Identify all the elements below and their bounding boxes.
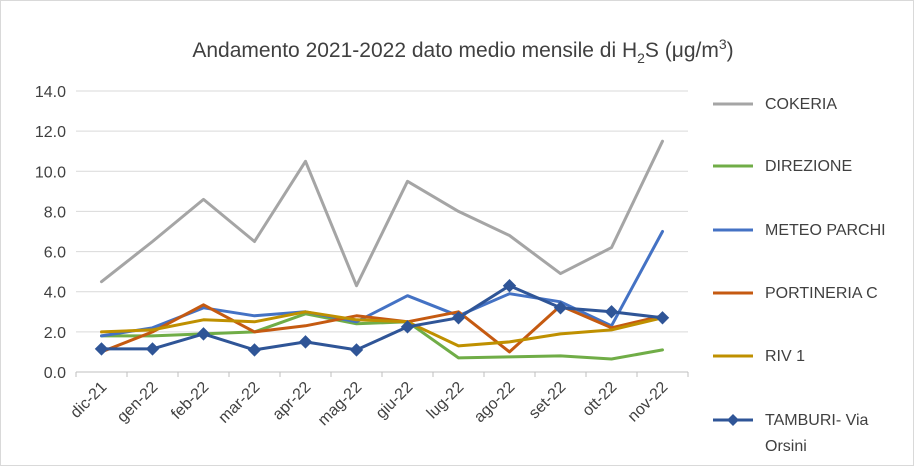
y-tick-label: 12.0	[35, 124, 66, 141]
series-lines	[94, 139, 670, 361]
legend-label: Orsini	[765, 438, 807, 455]
x-tick-label: feb-22	[168, 379, 212, 423]
x-tick-label: mar-22	[215, 379, 263, 427]
x-tick-label: ago-22	[471, 379, 518, 426]
x-tick-label: dic-21	[67, 379, 110, 422]
chart-title-prefix: Andamento 2021-2022 dato medio mensile d…	[192, 39, 637, 62]
x-tick-label: giu-22	[373, 379, 417, 423]
series-5	[94, 278, 670, 357]
data-point-marker	[247, 343, 262, 357]
data-point-marker	[145, 342, 160, 356]
x-tick-label: lug-22	[424, 379, 468, 423]
legend: COKERIA DIREZIONE METEO PARCHI PORTINERIA C…	[713, 96, 886, 455]
data-point-marker	[349, 343, 364, 357]
legend-entry: COKERIA	[713, 96, 837, 113]
data-point-marker	[196, 327, 211, 341]
data-point-marker	[655, 311, 670, 325]
series-0	[100, 139, 664, 288]
data-point-marker	[553, 301, 568, 315]
series-2	[100, 230, 664, 338]
chart-title-subscript: 2	[637, 50, 645, 66]
y-tick-label: 0.0	[44, 365, 66, 382]
data-point-marker	[451, 311, 466, 325]
y-tick-label: 4.0	[44, 285, 66, 302]
data-point-marker	[94, 342, 109, 356]
legend-entry: DIREZIONE	[713, 158, 852, 175]
x-tick-label: apr-22	[270, 379, 315, 424]
legend-entry: METEO PARCHI	[713, 222, 886, 239]
legend-label: COKERIA	[765, 96, 837, 113]
y-tick-label: 2.0	[44, 325, 66, 342]
x-tick-label: nov-22	[625, 379, 672, 426]
data-point-marker	[400, 320, 415, 334]
legend-label: RIV 1	[765, 348, 805, 365]
series-line	[100, 312, 664, 361]
gridlines	[76, 90, 688, 373]
series-4	[100, 310, 664, 348]
series-line	[100, 303, 664, 354]
legend-label: PORTINERIA C	[765, 285, 878, 302]
chart-title: Andamento 2021-2022 dato medio mensile d…	[192, 36, 733, 66]
y-tick-label: 8.0	[44, 204, 66, 221]
x-tick-label: mag-22	[315, 379, 365, 429]
legend-entry: PORTINERIA C	[713, 285, 878, 302]
y-tick-label: 10.0	[35, 164, 66, 181]
series-3	[100, 303, 664, 354]
series-line	[100, 310, 664, 348]
chart-title-superscript: 3	[719, 36, 727, 52]
x-tick-label: set-22	[526, 379, 570, 423]
legend-entry: TAMBURI- Via Orsini	[713, 412, 869, 455]
legend-label: TAMBURI- Via	[765, 412, 869, 429]
series-line	[100, 139, 664, 288]
legend-label: METEO PARCHI	[765, 222, 886, 239]
chart-title-suffix: )	[727, 39, 734, 62]
series-1	[100, 312, 664, 361]
legend-entry: RIV 1	[713, 348, 805, 365]
data-point-marker	[604, 305, 619, 319]
chart-title-middle: S (μg/m	[645, 39, 719, 62]
legend-marker	[727, 414, 739, 426]
legend-label: DIREZIONE	[765, 158, 852, 175]
data-point-marker	[298, 335, 313, 349]
y-tick-label: 6.0	[44, 245, 66, 262]
y-tick-label: 14.0	[35, 84, 66, 101]
x-tick-label: ott-22	[579, 379, 620, 420]
x-tick-label: gen-22	[114, 379, 161, 426]
series-line	[100, 230, 664, 338]
series-line	[100, 284, 664, 352]
data-point-marker	[502, 278, 517, 293]
